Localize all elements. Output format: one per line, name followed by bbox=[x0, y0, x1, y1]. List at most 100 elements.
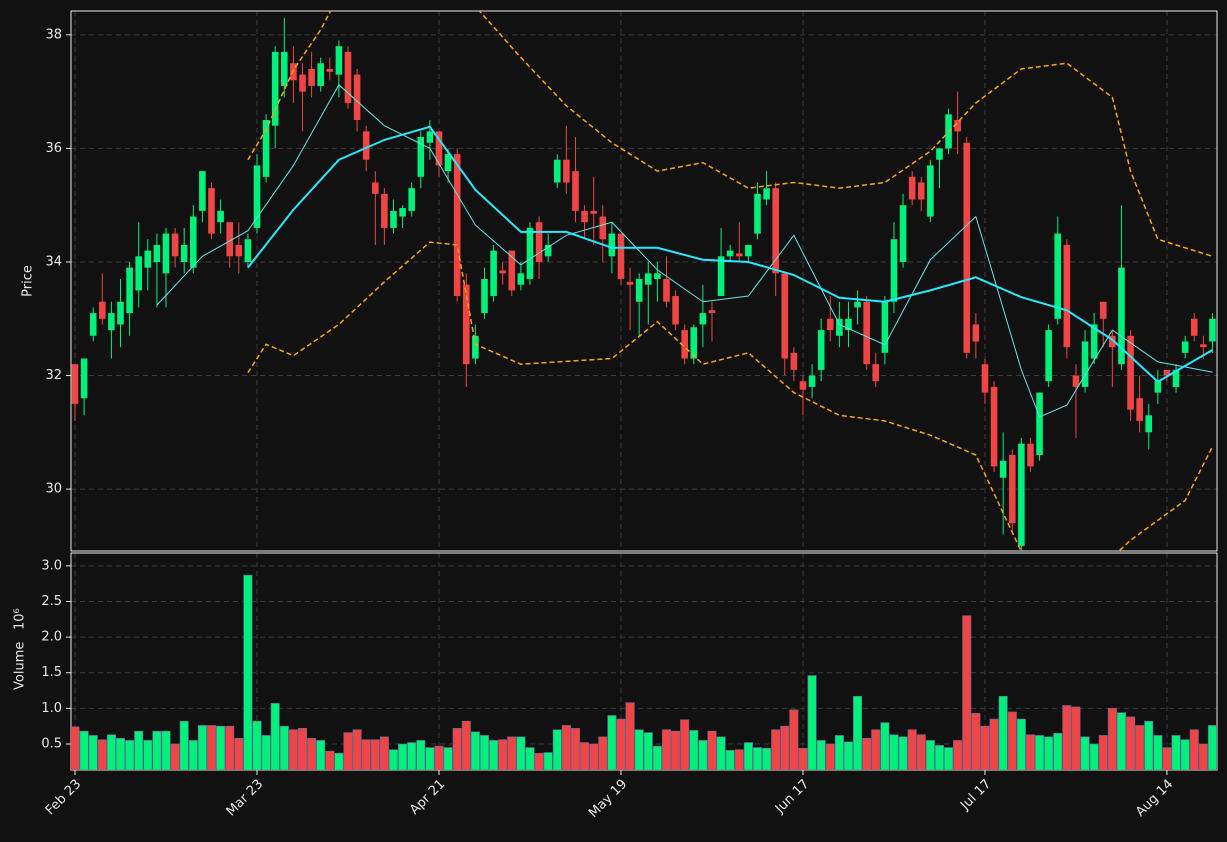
volume-bar bbox=[862, 737, 872, 770]
volume-bar bbox=[1207, 725, 1217, 770]
volume-bar bbox=[925, 740, 935, 770]
volume-bar bbox=[789, 709, 799, 770]
volume-bar bbox=[743, 742, 753, 770]
volume-bar bbox=[734, 749, 744, 770]
volume-bar bbox=[206, 725, 216, 770]
volume-bar bbox=[507, 736, 517, 770]
volume-bar bbox=[97, 739, 107, 770]
candle-body bbox=[881, 301, 889, 353]
candle-body bbox=[1118, 267, 1125, 365]
candle-body bbox=[1181, 341, 1189, 353]
candle-body bbox=[590, 210, 597, 214]
volume-bar bbox=[316, 740, 326, 770]
volume-bar bbox=[479, 735, 489, 770]
volume-bar bbox=[407, 742, 417, 770]
candle-body bbox=[781, 273, 789, 359]
volume-bar bbox=[698, 740, 708, 770]
candle-body bbox=[399, 208, 406, 217]
candle-body bbox=[1008, 455, 1016, 524]
candle-body bbox=[863, 301, 870, 365]
candle-body bbox=[599, 216, 607, 240]
volume-bar bbox=[261, 735, 271, 770]
candle-body bbox=[535, 222, 543, 262]
y-tick-label: 1.0 bbox=[41, 701, 62, 716]
candle-body bbox=[635, 279, 643, 302]
volume-bar bbox=[307, 737, 317, 770]
candle-body bbox=[1172, 369, 1180, 387]
volume-bar bbox=[643, 732, 653, 770]
volume-bar bbox=[216, 725, 226, 770]
candle-body bbox=[199, 171, 206, 211]
volume-bar bbox=[243, 574, 253, 770]
volume-bar bbox=[934, 745, 944, 770]
y-tick-label: 32 bbox=[45, 368, 62, 383]
volume-bar bbox=[443, 747, 453, 770]
volume-bar bbox=[388, 749, 398, 770]
volume-bar bbox=[434, 745, 444, 770]
volume-bar bbox=[716, 736, 726, 770]
candle-body bbox=[444, 154, 452, 172]
volume-bar bbox=[452, 728, 462, 770]
y-tick-label: 34 bbox=[45, 254, 62, 269]
candle-body bbox=[690, 327, 698, 359]
volume-bar bbox=[707, 730, 717, 770]
volume-bar bbox=[971, 713, 981, 770]
overlay-line bbox=[247, 125, 1213, 384]
volume-bar bbox=[1171, 735, 1181, 770]
candle-body bbox=[89, 313, 97, 336]
volume-bar bbox=[1116, 712, 1126, 770]
volume-bar bbox=[843, 741, 853, 770]
volume-bar bbox=[1044, 736, 1054, 770]
volume-bar bbox=[71, 726, 80, 770]
volume-bar bbox=[853, 695, 863, 770]
candle-body bbox=[826, 318, 834, 331]
candle-body bbox=[745, 244, 752, 257]
candle-body bbox=[308, 68, 315, 86]
y-tick-label: 1.5 bbox=[41, 665, 62, 680]
volume-bar bbox=[1144, 720, 1154, 770]
volume-bar bbox=[998, 695, 1008, 770]
y-tick-label: 2.5 bbox=[41, 594, 62, 609]
candle-body bbox=[1200, 344, 1207, 348]
plot-frame bbox=[70, 10, 1218, 552]
candle-body bbox=[499, 270, 506, 274]
volume-bar bbox=[780, 725, 790, 770]
price-panel: 30 32 34 36 38 bbox=[45, 10, 1218, 552]
volume-bar bbox=[1053, 732, 1063, 770]
volume-bar bbox=[325, 750, 335, 770]
volume-bar bbox=[116, 737, 126, 770]
candle-body bbox=[144, 250, 152, 268]
candle-body bbox=[917, 182, 925, 200]
x-tick-label: Jun 17 bbox=[772, 777, 812, 817]
candle-body bbox=[426, 131, 434, 143]
candle-body bbox=[626, 281, 634, 285]
volume-bar bbox=[370, 739, 380, 770]
volume-bar bbox=[470, 731, 480, 770]
volume-bar bbox=[834, 735, 844, 770]
volume-bar bbox=[361, 739, 371, 770]
volume-bar bbox=[771, 729, 781, 770]
candle-body bbox=[117, 301, 124, 325]
candle-body bbox=[1081, 341, 1089, 387]
volume-bar bbox=[297, 728, 307, 770]
candle-body bbox=[453, 154, 461, 297]
volume-bar bbox=[916, 734, 926, 770]
volume-bar bbox=[980, 725, 990, 770]
volume-bar bbox=[1071, 706, 1081, 770]
candle-body bbox=[872, 364, 880, 382]
volume-bar bbox=[398, 743, 408, 770]
candle-body bbox=[80, 358, 88, 399]
volume-bar bbox=[989, 718, 999, 770]
candle-body bbox=[362, 131, 370, 160]
candle-body bbox=[490, 250, 497, 297]
candles bbox=[71, 17, 1216, 551]
volume-bar bbox=[534, 752, 544, 770]
candle-body bbox=[799, 381, 807, 390]
y-tick-label: 3.0 bbox=[41, 558, 62, 573]
x-tick-label: Mar 23 bbox=[224, 777, 267, 820]
candle-body bbox=[735, 253, 743, 257]
candle-body bbox=[1018, 443, 1025, 546]
candle-body bbox=[344, 51, 352, 103]
candle-body bbox=[572, 171, 579, 211]
